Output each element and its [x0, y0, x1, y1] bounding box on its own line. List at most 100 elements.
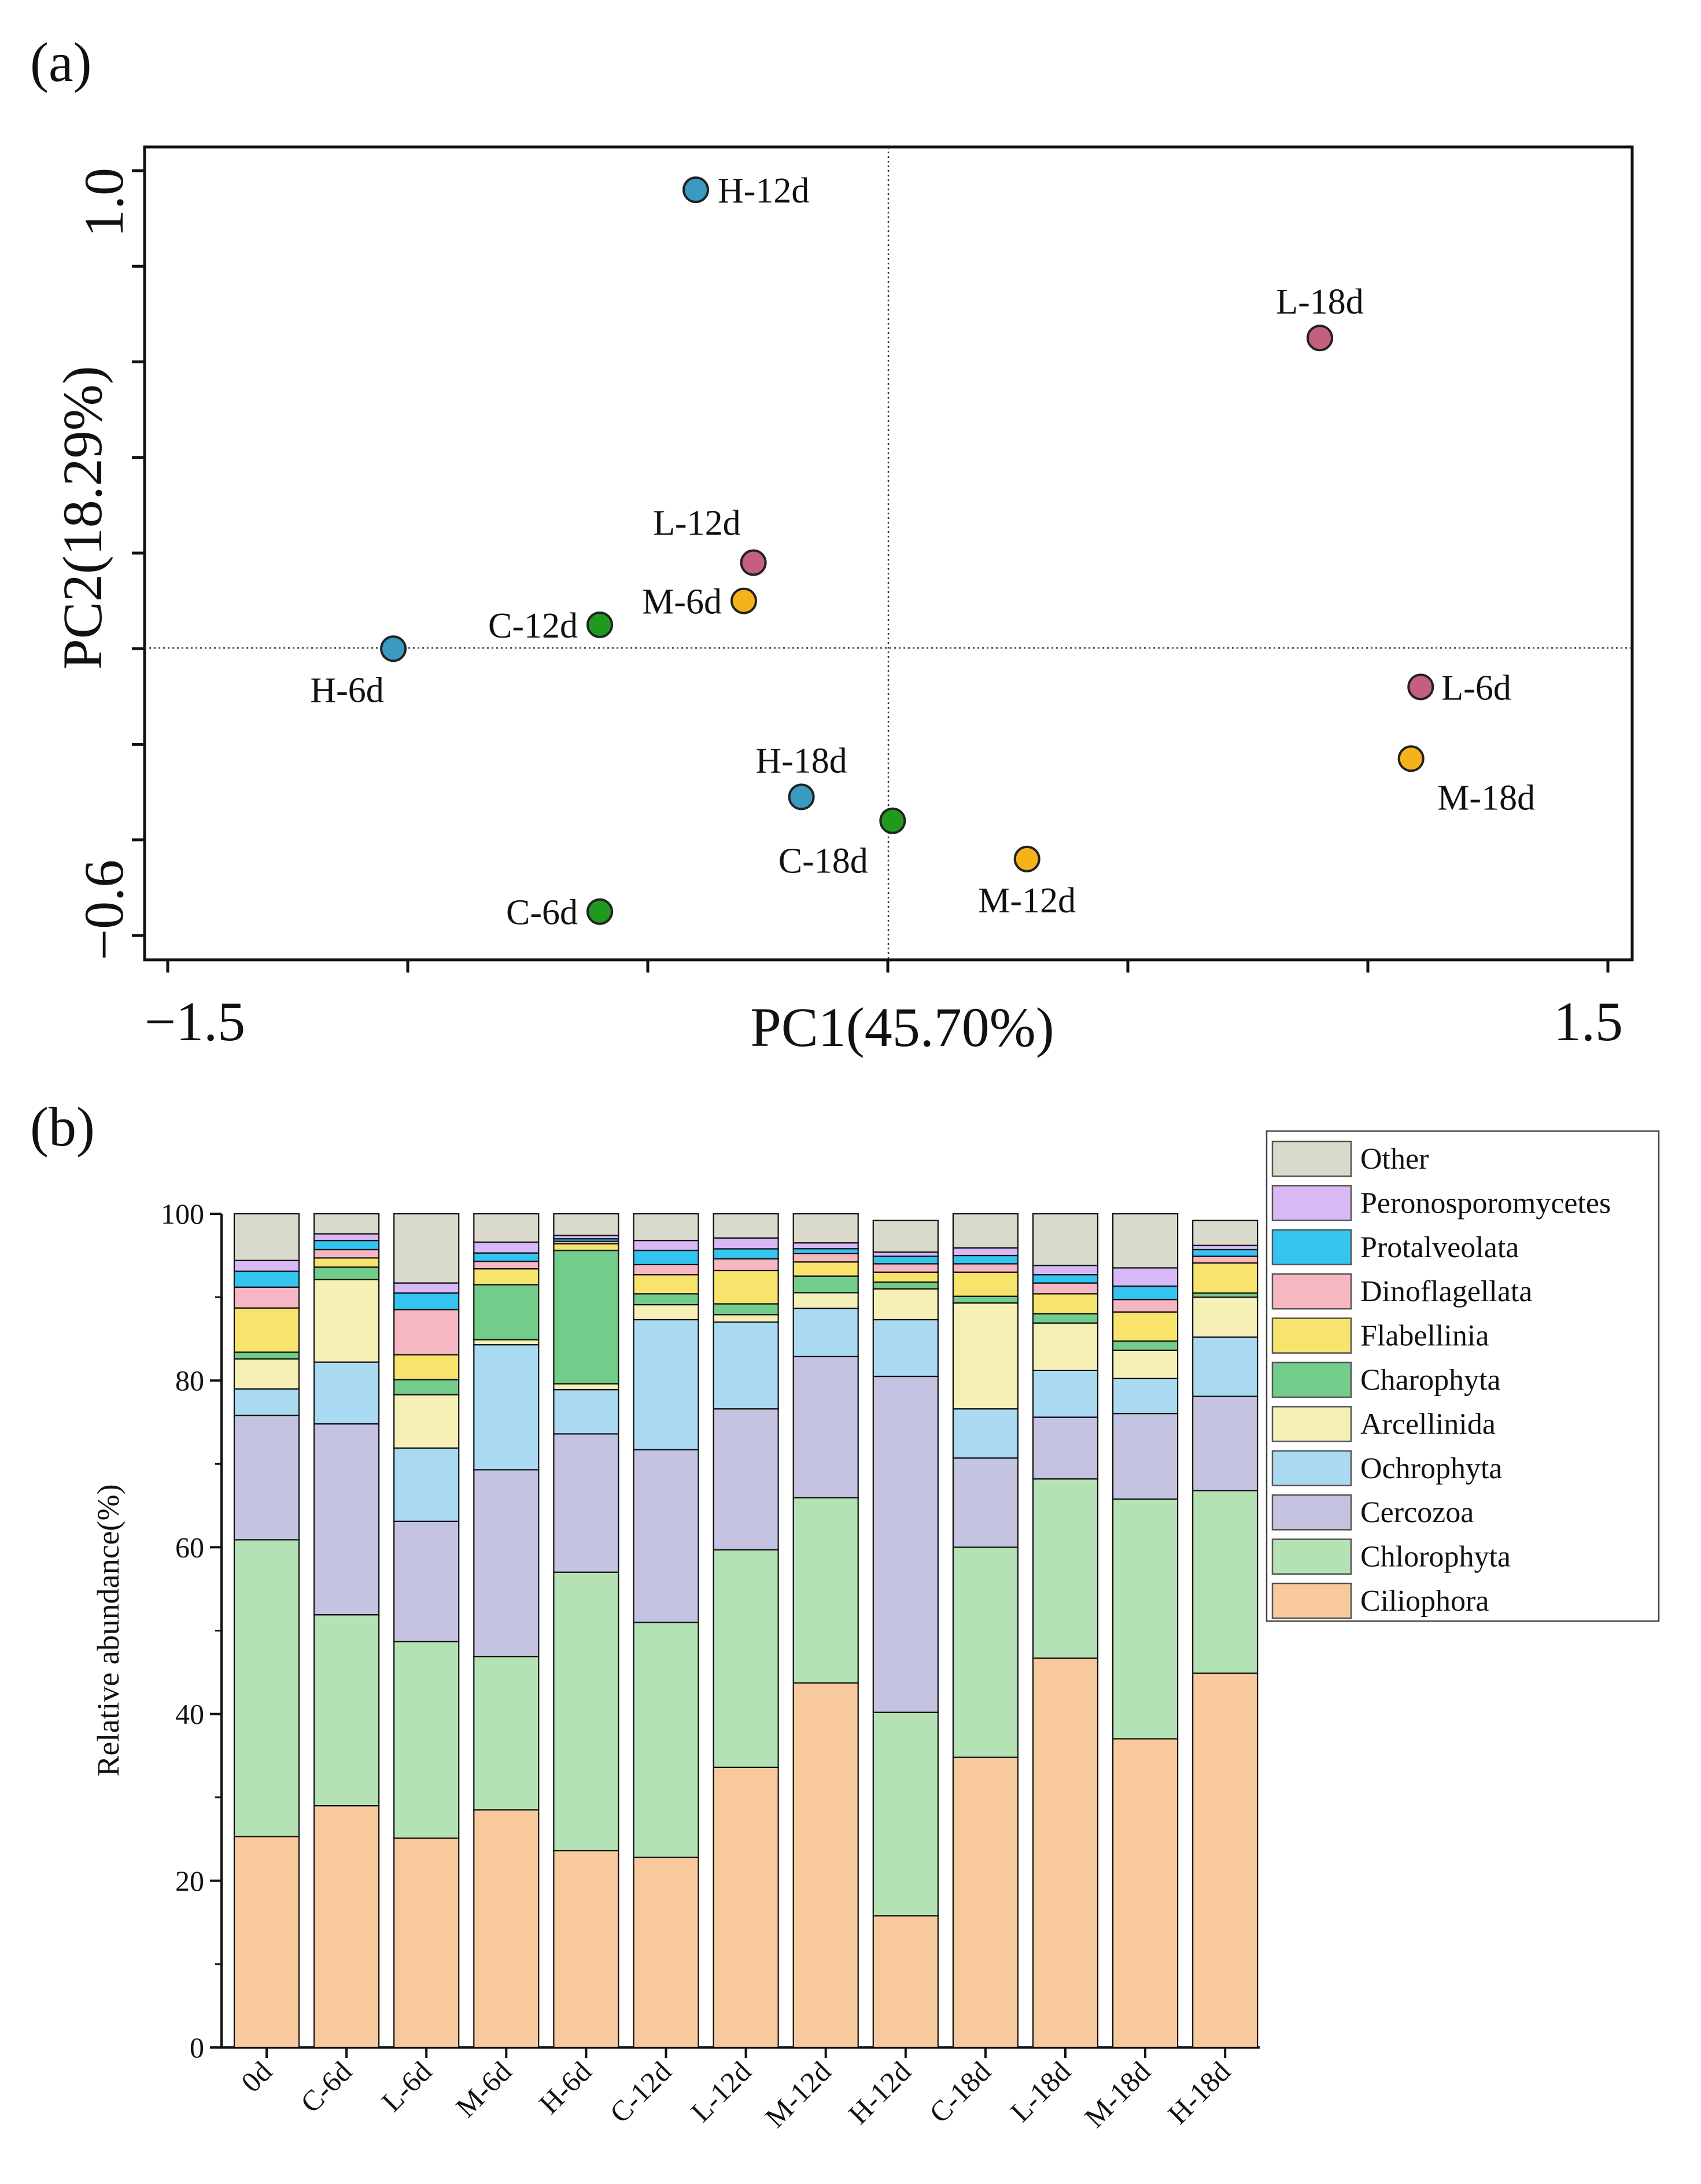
bar-segment-ciliophora: [1192, 1672, 1259, 2049]
bar-segment-arcellinida: [233, 1358, 300, 1390]
bar-x-tick-label: H-18d: [1161, 2055, 1237, 2130]
bar-y-tick-label: 80: [175, 1364, 204, 1397]
bar-y-tick-label: 40: [175, 1698, 204, 1730]
bar-segment-protalveolata: [713, 1248, 779, 1259]
bar-segment-protalveolata: [633, 1250, 699, 1266]
bar-segment-ochrophyta: [1192, 1336, 1259, 1397]
bar-segment-protalveolata: [872, 1255, 939, 1265]
bar-segment-charophyta: [393, 1379, 460, 1395]
bar-segment-cercozoa: [1112, 1413, 1179, 1500]
bar-segment-cercozoa: [872, 1375, 939, 1713]
pca-y-tick-max: 1.0: [73, 168, 135, 237]
bar-segment-protalveolata: [1112, 1286, 1179, 1301]
legend-label: Flabellinia: [1360, 1320, 1489, 1353]
pca-point-label: L-6d: [1441, 668, 1511, 708]
bar-segment-peronosporomycetes: [1032, 1265, 1099, 1276]
bar-segment-protalveolata: [313, 1240, 380, 1251]
bar-segment-ochrophyta: [872, 1318, 939, 1378]
bar-segment-dinoflagellata: [473, 1261, 540, 1270]
bar-segment-arcellinida: [1112, 1349, 1179, 1379]
bar-segment-charophyta: [633, 1293, 699, 1306]
legend-swatch-ochrophyta: [1271, 1450, 1352, 1487]
bar-segment-other: [393, 1213, 460, 1284]
bar-segment-charophyta: [233, 1351, 300, 1360]
pca-point-label: M-12d: [978, 881, 1076, 920]
legend-label: Ciliophora: [1360, 1585, 1489, 1618]
bar-segment-ochrophyta: [1112, 1378, 1179, 1415]
bar-segment-ciliophora: [1112, 1738, 1179, 2049]
bar-y-tick-label: 20: [175, 1865, 204, 1897]
pca-point-label: C-12d: [488, 606, 578, 646]
legend: Other Peronosporomycetes Protalveolata Dino…: [1265, 1130, 1660, 1622]
bar-segment-arcellinida: [792, 1292, 859, 1309]
bar-stacks: [233, 1213, 1259, 2049]
pca-x-tick-min: −1.5: [145, 990, 245, 1052]
bar-segment-dinoflagellata: [1192, 1255, 1259, 1264]
bar-segment-dinoflagellata: [1032, 1282, 1099, 1295]
bar-x-ticks: 0d C-6d L-6d M-6d H-6d C-12d L-12d M-12d H-12d C-…: [235, 2047, 1237, 2134]
bar-segment-dinoflagellata: [633, 1264, 699, 1276]
bar-segment-peronosporomycetes: [313, 1233, 380, 1242]
pca-x-ticks: [166, 960, 1610, 973]
bar-segment-arcellinida: [713, 1314, 779, 1323]
bar-segment-other: [1192, 1220, 1259, 1246]
bar-segment-flabellinia: [553, 1243, 619, 1251]
bar-segment-chlorophyta: [713, 1549, 779, 1768]
pca-point-l-12d: [740, 549, 767, 576]
bar-segment-charophyta: [553, 1250, 619, 1385]
bar-segment-charophyta: [313, 1266, 380, 1280]
pca-point-label: M-6d: [642, 583, 722, 622]
bar-segment-cercozoa: [473, 1469, 540, 1658]
bar-x-tick-label: H-12d: [842, 2055, 917, 2130]
bar-segment-chlorophyta: [952, 1546, 1019, 1758]
bar-segment-other: [233, 1213, 300, 1261]
bar-segment-charophyta: [952, 1295, 1019, 1304]
bar-segment-charophyta: [473, 1284, 540, 1340]
pca-point-l-18d: [1307, 325, 1333, 352]
bar-segment-charophyta: [792, 1275, 859, 1294]
legend-swatch-protalveolata: [1271, 1229, 1352, 1266]
bar-segment-cercozoa: [713, 1408, 779, 1550]
bar-x-tick-label: C-6d: [294, 2055, 358, 2119]
bar-segment-ciliophora: [633, 1857, 699, 2049]
bar-segment-peronosporomycetes: [1112, 1267, 1179, 1287]
bar-segment-chlorophyta: [473, 1656, 540, 1811]
bar-segment-cercozoa: [633, 1449, 699, 1623]
bar-segment-other: [1112, 1213, 1179, 1269]
bar-y-ticks: 0 20 40 60 80 100: [161, 1198, 222, 2064]
legend-swatch-cercozoa: [1271, 1494, 1352, 1531]
bar-segment-ciliophora: [473, 1809, 540, 2049]
bar-segment-ciliophora: [952, 1756, 1019, 2049]
bar-x-tick-label: M-18d: [1078, 2055, 1157, 2134]
pca-point-h-18d: [788, 783, 815, 811]
pca-point-label: L-12d: [653, 504, 741, 543]
bar-segment-dinoflagellata: [872, 1263, 939, 1273]
bar-segment-cercozoa: [313, 1423, 380, 1616]
bar-segment-ciliophora: [233, 1836, 300, 2049]
bar-segment-ciliophora: [393, 1837, 460, 2049]
pca-point-c-6d: [586, 898, 613, 925]
bar-segment-charophyta: [713, 1303, 779, 1316]
bar-segment-dinoflagellata: [952, 1263, 1019, 1273]
bar-segment-flabellinia: [1032, 1293, 1099, 1315]
legend-label: Ochrophyta: [1360, 1452, 1502, 1485]
bar-segment-ciliophora: [1032, 1657, 1099, 2049]
bar-segment-peronosporomycetes: [233, 1259, 300, 1272]
legend-label: Peronosporomycetes: [1360, 1187, 1611, 1220]
bar-segment-peronosporomycetes: [393, 1282, 460, 1294]
bar-segment-dinoflagellata: [1112, 1299, 1179, 1313]
bar-segment-flabellinia: [633, 1274, 699, 1295]
bar-segment-other: [633, 1213, 699, 1242]
bar-segment-other: [553, 1213, 619, 1236]
pca-y-axis-title: PC2(18.29%): [51, 366, 113, 669]
pca-point-m-12d: [1013, 845, 1040, 872]
bar-segment-chlorophyta: [1112, 1498, 1179, 1740]
pca-point-label: H-18d: [755, 741, 847, 780]
bar-segment-peronosporomycetes: [792, 1242, 859, 1250]
bar-segment-protalveolata: [792, 1248, 859, 1254]
bar-segment-chlorophyta: [1192, 1490, 1259, 1674]
bar-segment-dinoflagellata: [393, 1309, 460, 1356]
bar-segment-ochrophyta: [553, 1389, 619, 1435]
bar-x-tick-label: M-6d: [449, 2055, 518, 2123]
bar-segment-arcellinida: [553, 1383, 619, 1391]
